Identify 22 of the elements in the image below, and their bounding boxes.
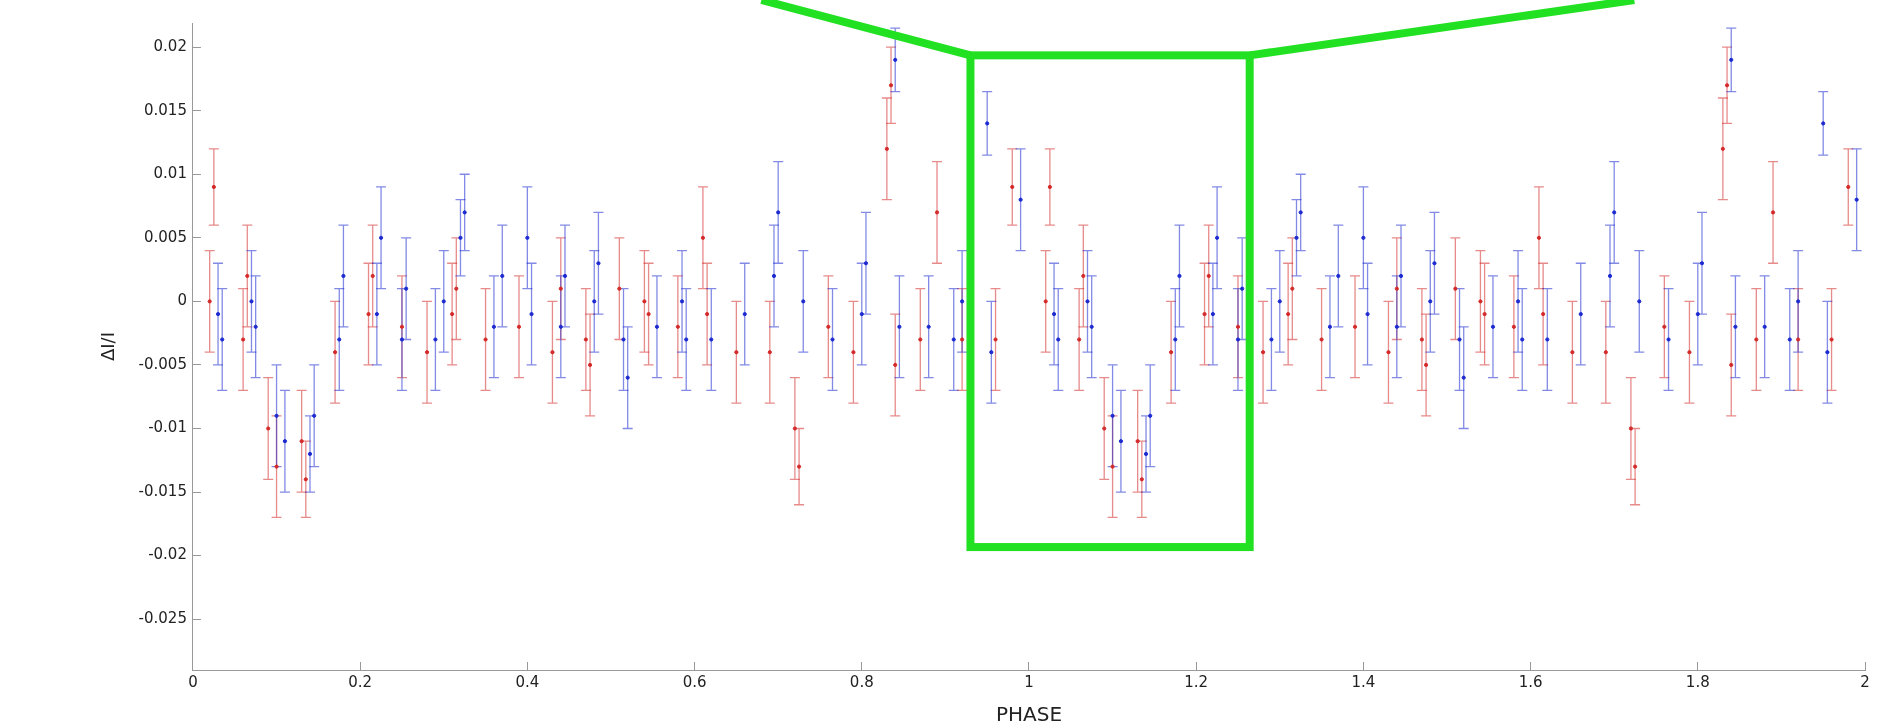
y-tick-label: -0.005 — [138, 354, 187, 373]
x-tick-label: 1.8 — [1685, 672, 1710, 691]
x-tick-label: 1 — [1024, 672, 1034, 691]
y-tick-label: -0.025 — [138, 609, 187, 628]
x-tick-label: 1.2 — [1184, 672, 1209, 691]
x-tick-label: 1.6 — [1518, 672, 1543, 691]
y-tick-label: -0.01 — [148, 418, 187, 437]
x-tick-label: 0.8 — [849, 672, 874, 691]
y-axis-title: ΔI/I — [97, 332, 119, 361]
x-tick-label: 2 — [1860, 672, 1870, 691]
y-tick-label: 0.01 — [153, 164, 187, 183]
x-axis-title: PHASE — [995, 702, 1063, 727]
y-tick-label: 0 — [177, 291, 187, 310]
x-tick-label: 1.4 — [1351, 672, 1376, 691]
x-tick-label: 0.6 — [682, 672, 707, 691]
y-tick-label: 0.015 — [144, 100, 187, 119]
y-tick-label: -0.02 — [148, 545, 187, 564]
y-tick-label: 0.005 — [144, 227, 187, 246]
y-tick-label: 0.02 — [153, 37, 187, 56]
y-tick-label: -0.015 — [138, 481, 187, 500]
x-tick-label: 0.2 — [348, 672, 373, 691]
x-tick-label: 0.4 — [515, 672, 540, 691]
